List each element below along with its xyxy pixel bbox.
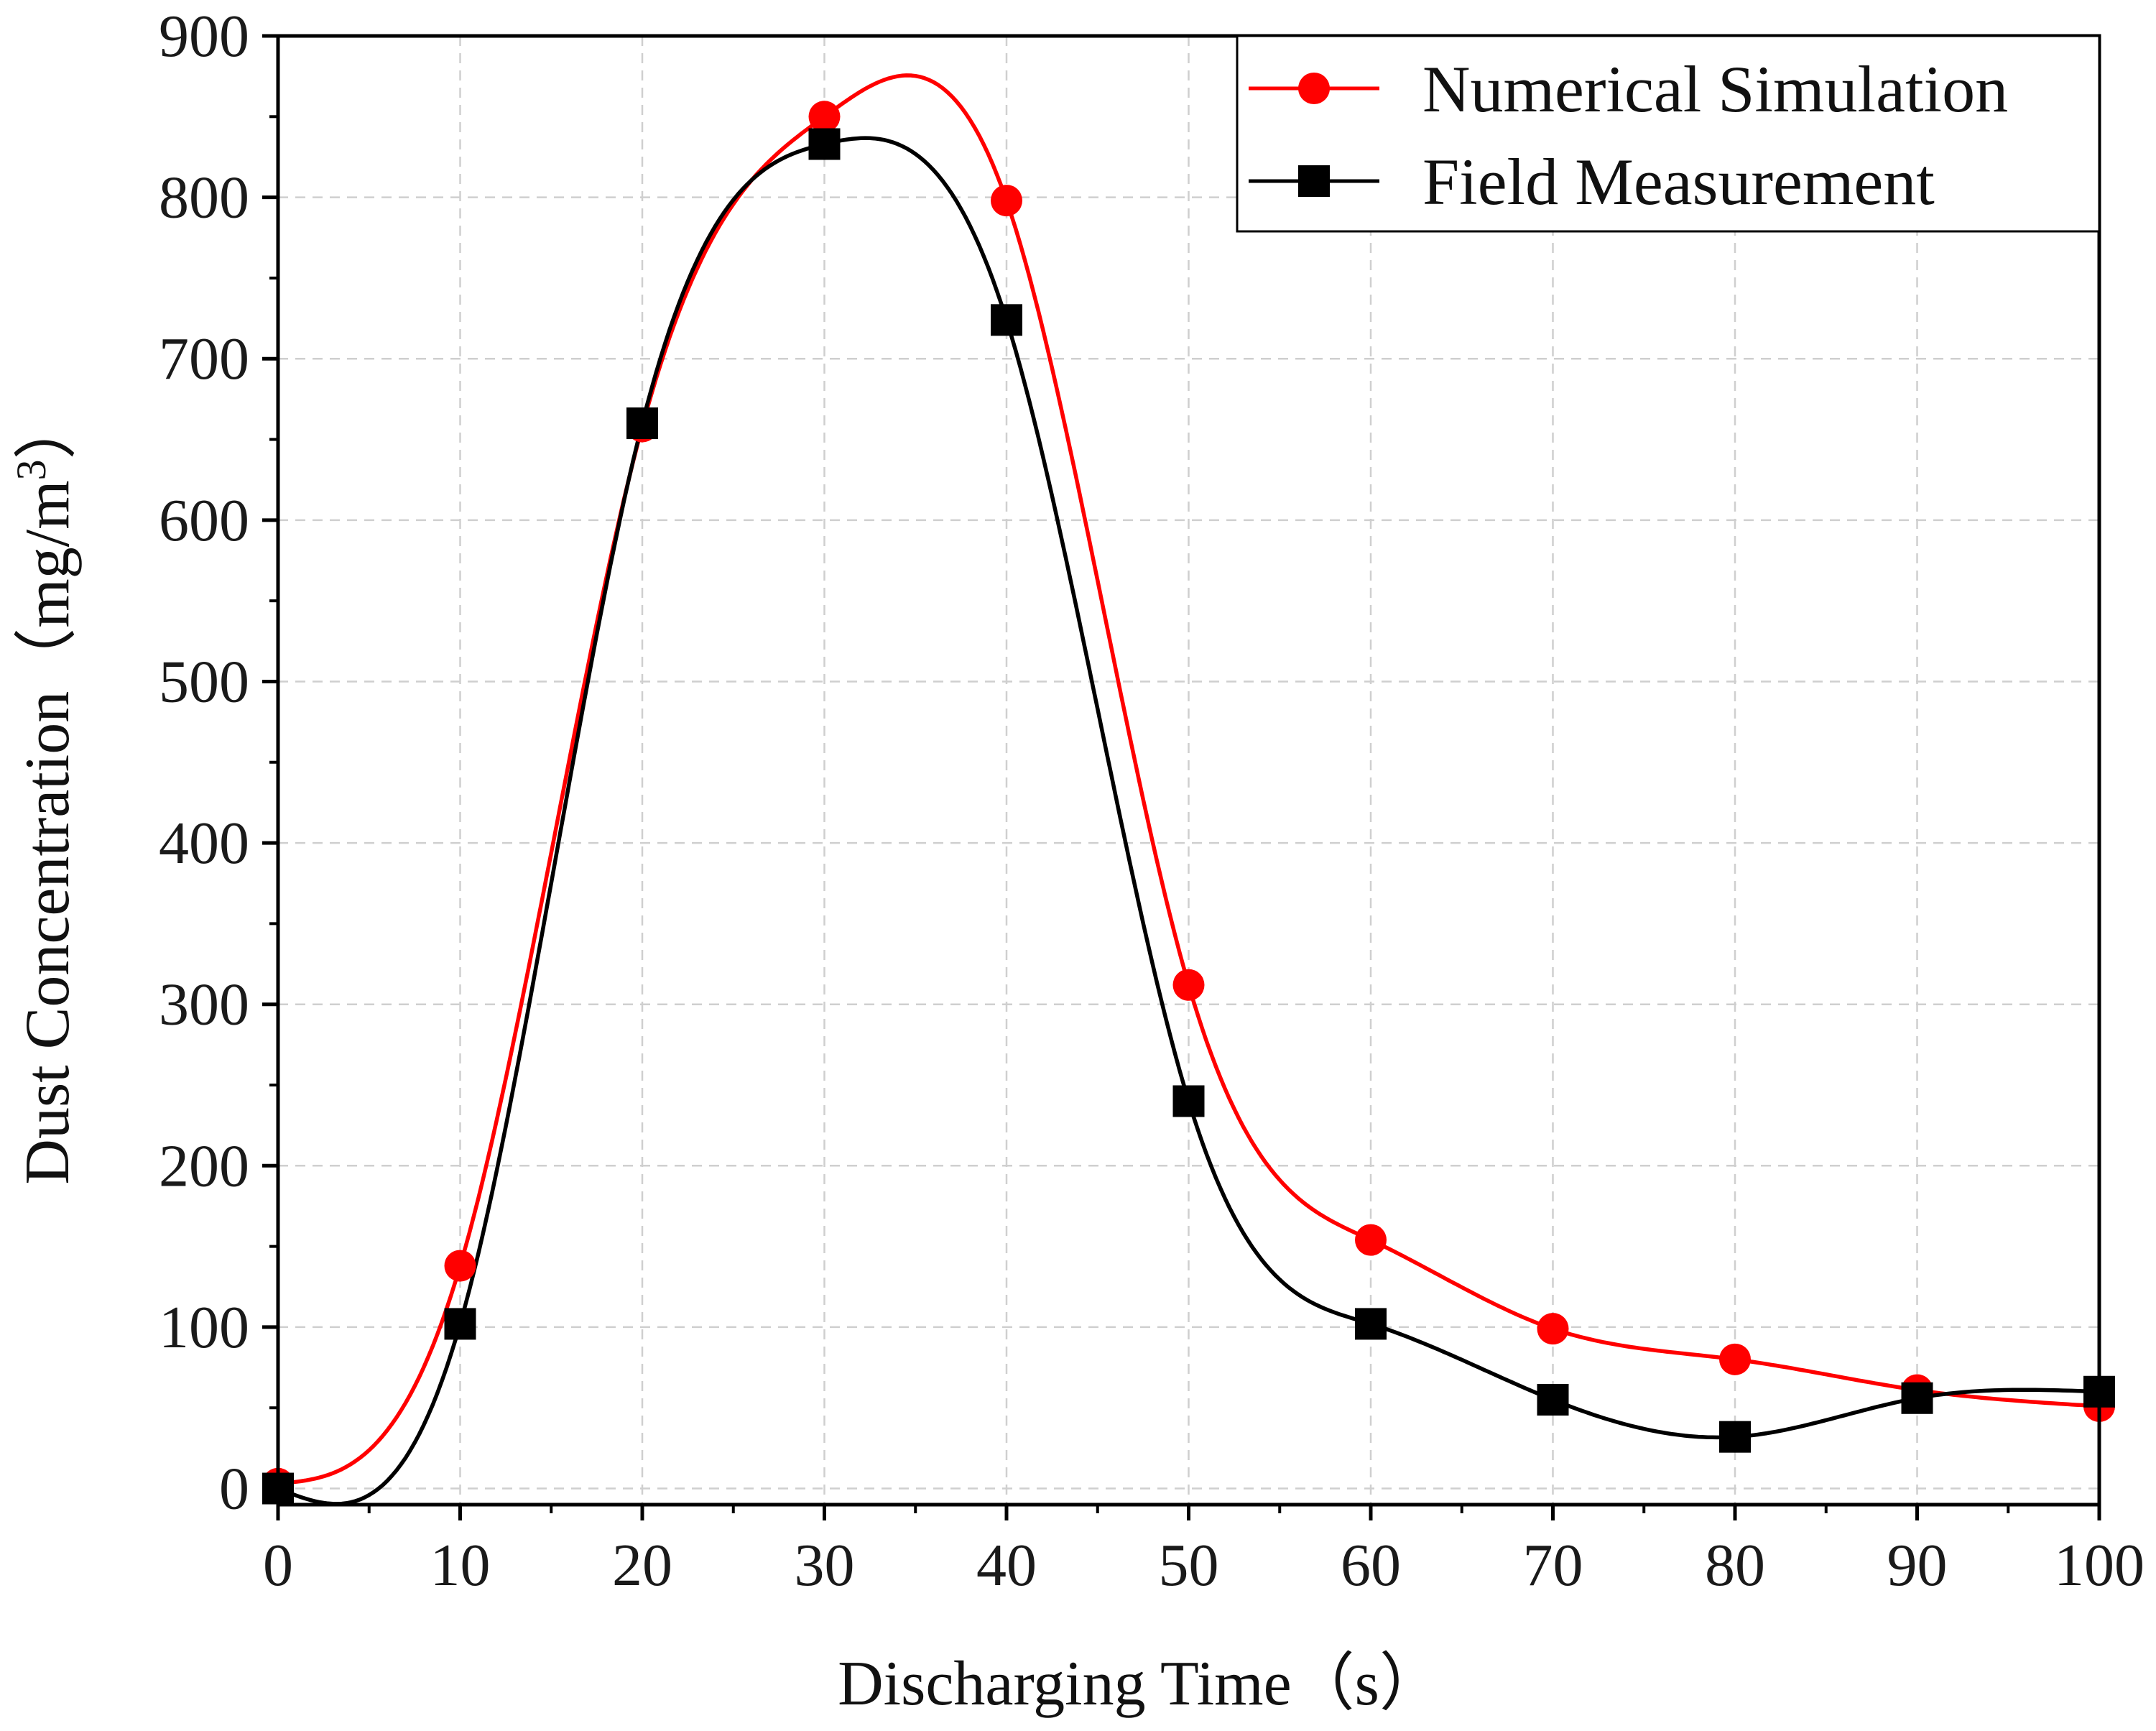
point-numerical-simulation [1719, 1343, 1751, 1375]
x-tick-label: 10 [430, 1532, 491, 1599]
y-axis-title: Dust Concentration（mg/m3） [8, 396, 83, 1184]
point-field-measurement [1172, 1085, 1205, 1117]
point-numerical-simulation [1355, 1224, 1387, 1256]
y-tick-label: 300 [159, 971, 249, 1038]
x-tick-label: 30 [795, 1532, 855, 1599]
x-tick-label: 60 [1341, 1532, 1401, 1599]
y-tick-label: 400 [159, 810, 249, 877]
y-tick-label: 900 [159, 3, 249, 70]
x-tick-label: 40 [976, 1532, 1037, 1599]
point-numerical-simulation [444, 1250, 476, 1282]
point-field-measurement [991, 304, 1022, 336]
x-tick-label: 50 [1159, 1532, 1219, 1599]
y-tick-label: 600 [159, 487, 249, 554]
point-field-measurement [626, 407, 658, 440]
point-field-measurement [1901, 1382, 1933, 1414]
tick-labels: 0 10 20 30 40 50 60 70 80 90 100 0 100 200 300 400 500 60… [159, 3, 2145, 1599]
point-field-measurement [444, 1308, 476, 1340]
series-lines [277, 73, 2100, 1506]
point-numerical-simulation [1172, 969, 1205, 1001]
x-axis-title: Discharging Time（s） [838, 1649, 1443, 1719]
x-tick-label: 90 [1887, 1532, 1948, 1599]
y-tick-label: 800 [159, 165, 249, 231]
x-tick-label: 20 [612, 1532, 672, 1599]
point-field-measurement [1355, 1308, 1387, 1340]
x-tick-label: 70 [1523, 1532, 1583, 1599]
legend-label-numerical-simulation: Numerical Simulation [1422, 52, 2008, 126]
point-field-measurement [808, 128, 841, 160]
y-tick-label: 200 [159, 1132, 249, 1199]
x-tick-label: 80 [1705, 1532, 1765, 1599]
point-field-measurement [1719, 1421, 1751, 1453]
point-field-measurement [1537, 1384, 1569, 1416]
axis-ticks [262, 34, 2101, 1520]
point-numerical-simulation [808, 101, 841, 133]
y-tick-label: 100 [159, 1294, 249, 1361]
y-tick-label: 500 [159, 648, 249, 715]
point-numerical-simulation [991, 185, 1022, 217]
y-tick-label: 700 [159, 326, 249, 392]
legend-marker-numerical-simulation [1298, 73, 1330, 104]
legend: Numerical Simulation Field Measurement [1236, 34, 2101, 233]
legend-label-field-measurement: Field Measurement [1422, 145, 1935, 218]
grid [278, 36, 2099, 1505]
point-numerical-simulation [1537, 1313, 1569, 1345]
x-tick-label: 100 [2054, 1532, 2145, 1599]
x-tick-label: 0 [263, 1532, 293, 1599]
y-tick-label: 0 [219, 1456, 249, 1523]
legend-box [1236, 34, 2101, 233]
legend-marker-field-measurement [1298, 165, 1330, 197]
